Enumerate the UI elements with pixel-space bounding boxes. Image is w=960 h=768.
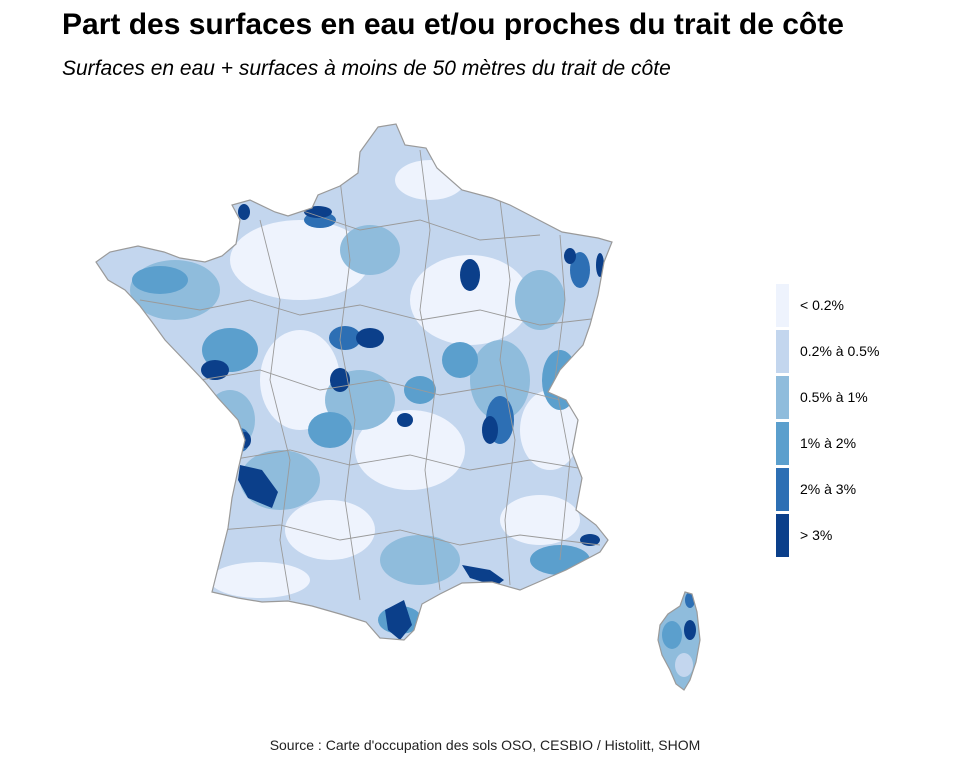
map-legend: < 0.2% 0.2% à 0.5% 0.5% à 1% 1% à 2% 2% à 3%… [776, 282, 879, 558]
legend-swatch [776, 283, 789, 327]
legend-swatch [776, 513, 789, 557]
mainland-france-region [96, 124, 612, 640]
legend-item: > 3% [776, 512, 879, 558]
map-title: Part des surfaces en eau et/ou proches d… [62, 8, 844, 41]
legend-item: 0.2% à 0.5% [776, 328, 879, 374]
legend-swatch [776, 329, 789, 373]
department-borders [139, 149, 601, 601]
legend-label: 0.5% à 1% [800, 389, 868, 405]
legend-label: > 3% [800, 527, 833, 543]
legend-item: 1% à 2% [776, 420, 879, 466]
map-subtitle: Surfaces en eau + surfaces à moins de 50… [62, 57, 671, 80]
legend-item: 0.5% à 1% [776, 374, 879, 420]
legend-label: 0.2% à 0.5% [800, 343, 880, 359]
legend-swatch [776, 375, 789, 419]
legend-swatch [776, 421, 789, 465]
legend-item: 2% à 3% [776, 466, 879, 512]
legend-label: < 0.2% [800, 297, 844, 313]
corsica-region [658, 592, 700, 690]
legend-label: 2% à 3% [800, 481, 857, 497]
source-note: Source : Carte d'occupation des sols OSO… [269, 737, 701, 753]
legend-label: 1% à 2% [800, 435, 857, 451]
legend-item: < 0.2% [776, 282, 879, 328]
legend-swatch [776, 467, 789, 511]
